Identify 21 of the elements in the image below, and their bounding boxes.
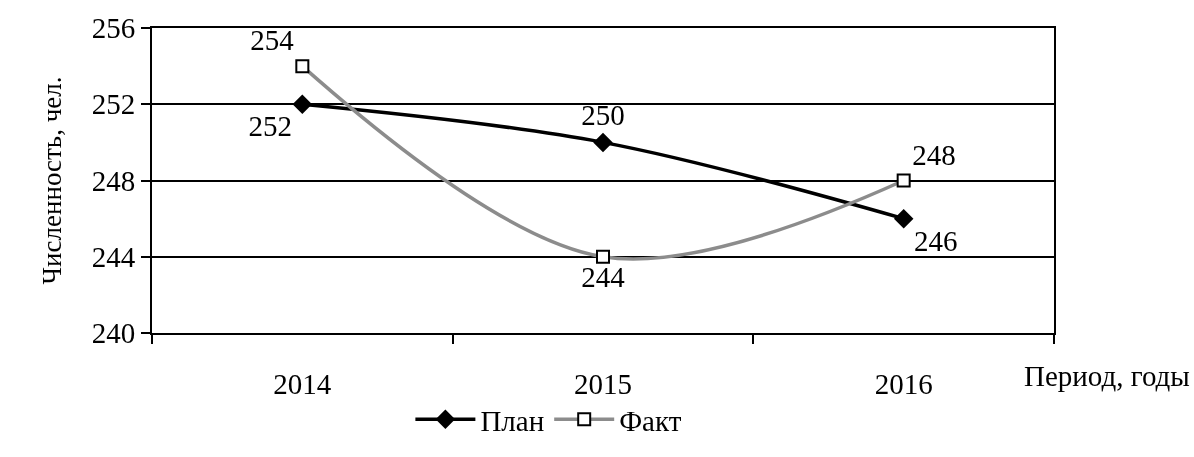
data-label: 244 (581, 261, 626, 293)
data-label: 246 (914, 224, 958, 257)
point (292, 94, 313, 114)
x-axis-title: Период, годы (1024, 360, 1190, 392)
x-tick-label: 2015 (574, 367, 632, 400)
y-tick-label: 244 (91, 240, 136, 273)
x-tick-label: 2016 (874, 367, 933, 400)
legend-label: Факт (619, 404, 682, 437)
y-tick-label: 252 (91, 88, 136, 121)
x-tick-label: 2014 (273, 367, 332, 400)
data-label: 248 (912, 138, 956, 171)
data-label: 252 (248, 110, 292, 143)
point (893, 208, 914, 229)
legend-label: План (480, 404, 545, 437)
data-label: 250 (581, 98, 625, 131)
y-tick-label: 256 (91, 12, 136, 45)
y-tick-label: 248 (91, 164, 136, 197)
y-axis-title: Численность, чел. (37, 76, 68, 285)
data-label: 254 (250, 24, 295, 57)
y-tick-label: 240 (91, 317, 136, 350)
point (593, 132, 613, 153)
